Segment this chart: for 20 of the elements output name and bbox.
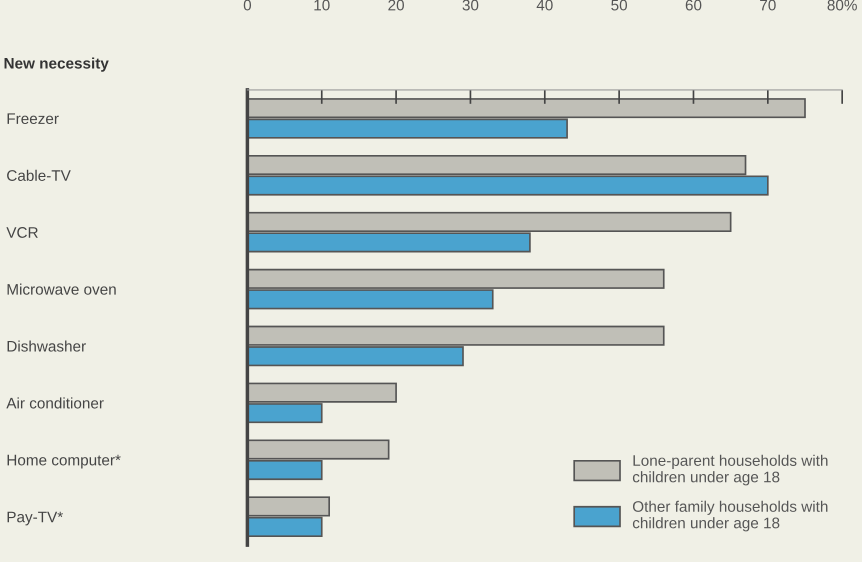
x-tick-label: 30 bbox=[462, 0, 478, 11]
x-tick-label: 10 bbox=[314, 0, 330, 11]
y-tick-label: Air conditioner bbox=[6, 397, 104, 409]
legend-label: Other family households with children under age 18 bbox=[632, 500, 828, 532]
y-tick-label: VCR bbox=[6, 227, 38, 238]
x-tick-label: 50 bbox=[611, 0, 628, 11]
y-tick-label: Pay-TV* bbox=[8, 512, 63, 526]
y-tick-label: Dishwasher bbox=[8, 340, 86, 352]
y-tick-label: Cable-TV bbox=[7, 170, 71, 181]
x-tick-label: 80% bbox=[828, 0, 857, 11]
x-tick-label: 20 bbox=[388, 0, 404, 11]
y-tick-label: Microwave oven bbox=[8, 284, 116, 295]
x-tick-label: 40 bbox=[536, 0, 553, 11]
y-tick-label: Freezer bbox=[8, 113, 59, 124]
x-tick-label: 0 bbox=[244, 0, 252, 11]
y-axis-title: New necessity bbox=[4, 57, 109, 72]
legend-label: Lone-parent households with children under age 18 bbox=[632, 454, 828, 486]
x-tick-label: 70 bbox=[760, 0, 776, 11]
x-tick-label: 60 bbox=[686, 0, 702, 11]
y-tick-label: Home computer* bbox=[8, 454, 121, 468]
